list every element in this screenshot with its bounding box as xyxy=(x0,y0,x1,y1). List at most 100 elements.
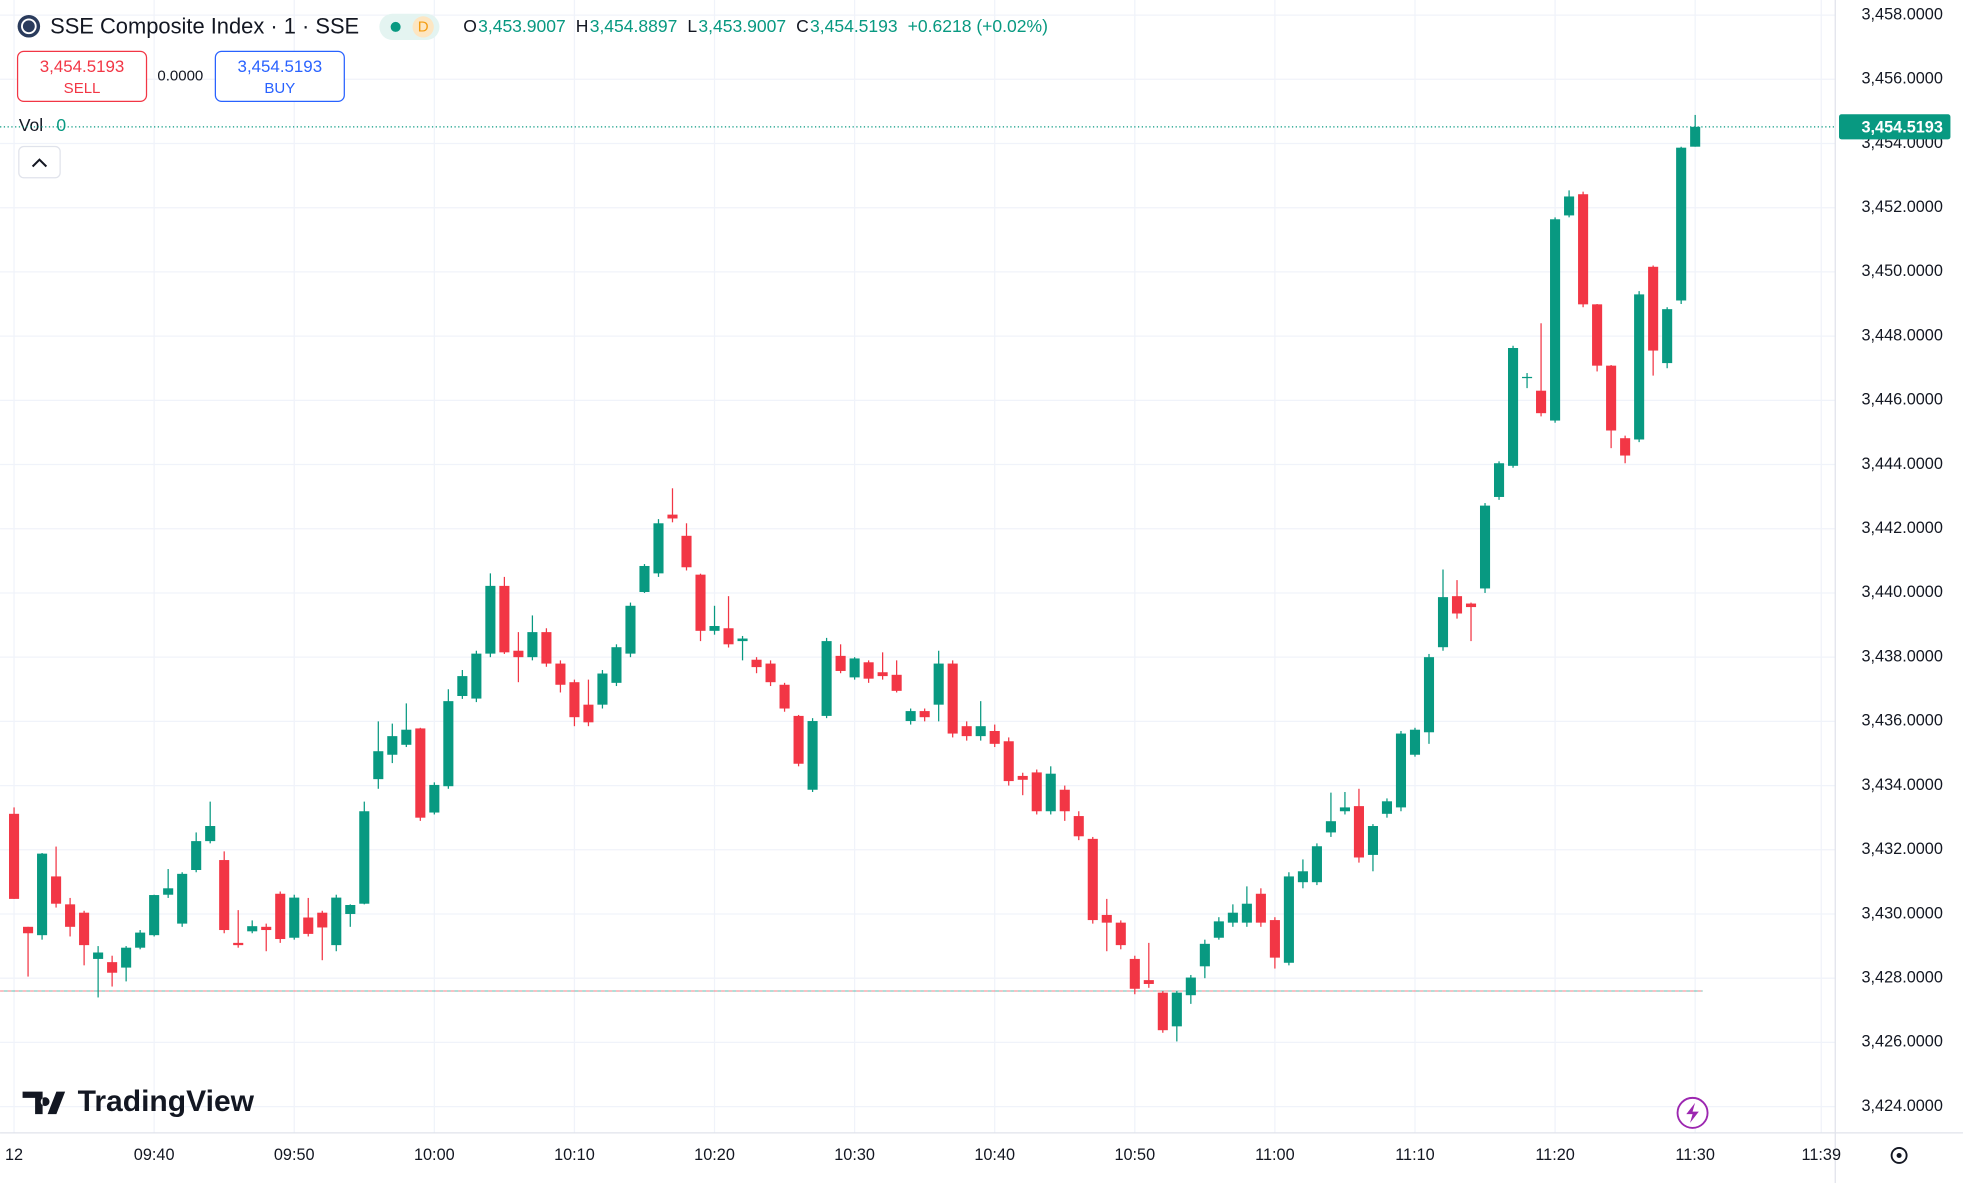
grid-layer xyxy=(0,0,1836,1133)
candle-body xyxy=(1129,958,1140,989)
x-tick-label: 11:20 xyxy=(1535,1146,1575,1164)
candle-body xyxy=(1437,597,1449,648)
candle-body xyxy=(387,736,398,755)
candle-body xyxy=(9,813,20,899)
candle-body xyxy=(1564,196,1575,216)
candle-body xyxy=(1087,838,1098,921)
candle-body xyxy=(1465,603,1477,608)
trade-panel: 3,454.5193 SELL 0.0000 3,454.5193 BUY xyxy=(16,50,345,103)
symbol-logo-ring xyxy=(21,18,37,35)
x-tick-label: 11:10 xyxy=(1395,1146,1435,1164)
settings-button[interactable] xyxy=(1890,1147,1908,1164)
candle-body xyxy=(1648,266,1659,351)
candle-body xyxy=(233,942,244,946)
candle-body xyxy=(639,565,650,592)
candle-body xyxy=(821,641,832,716)
candle-body xyxy=(1493,463,1505,497)
sell-button[interactable] xyxy=(16,50,148,103)
candle-body xyxy=(1073,816,1084,837)
candle-body xyxy=(1339,807,1350,812)
candle-body xyxy=(1367,826,1379,855)
candle-body xyxy=(23,926,34,934)
candle-body xyxy=(1423,657,1435,733)
ohlc-value: 3,454.8897 xyxy=(590,16,678,36)
candle-body xyxy=(443,701,454,787)
candle-body xyxy=(1522,376,1533,379)
candle-body xyxy=(177,873,188,924)
delay-badge xyxy=(412,16,434,38)
x-tick-label: 10:30 xyxy=(834,1146,875,1164)
candle-body xyxy=(275,893,286,940)
x-tick-label: 09:50 xyxy=(274,1146,315,1164)
candle-body xyxy=(331,897,342,946)
candle-body xyxy=(1255,893,1266,923)
ohlc-value: 3,453.9007 xyxy=(698,16,786,36)
candle-body xyxy=(1171,992,1182,1027)
sell-price: 3,454.5193 xyxy=(40,57,125,76)
x-tick-label: 10:40 xyxy=(974,1146,1015,1164)
candle-body xyxy=(317,912,328,928)
y-tick-label: 3,446.0000 xyxy=(1862,391,1943,409)
candle-body xyxy=(597,673,608,705)
buy-button[interactable] xyxy=(214,50,345,103)
candle-body xyxy=(303,917,314,934)
y-tick-label: 3,434.0000 xyxy=(1862,776,1943,794)
candle-body xyxy=(919,711,930,718)
y-tick-label: 3,432.0000 xyxy=(1862,840,1943,858)
candle-body xyxy=(163,888,174,895)
x-tick-label: 11:39 xyxy=(1802,1146,1842,1164)
candle-body xyxy=(835,655,846,671)
x-tick-label: 10:50 xyxy=(1114,1146,1155,1164)
candle-body xyxy=(1395,733,1407,808)
candle-body xyxy=(1199,943,1210,967)
candle-body xyxy=(107,962,118,973)
candle-body xyxy=(1409,729,1421,755)
x-tick-label: 10:10 xyxy=(554,1146,595,1164)
candle-body xyxy=(1059,789,1070,812)
candle-body xyxy=(499,585,510,653)
y-tick-label: 3,436.0000 xyxy=(1862,712,1943,730)
candle-body xyxy=(401,729,412,745)
collapse-button[interactable] xyxy=(18,145,61,179)
candle-body xyxy=(1676,147,1687,301)
candle-body xyxy=(289,897,300,938)
candle-body xyxy=(1003,741,1014,782)
y-tick-label: 3,440.0000 xyxy=(1862,583,1943,601)
candle-body xyxy=(765,663,776,683)
y-tick-label: 3,456.0000 xyxy=(1862,70,1943,88)
candle-body xyxy=(863,662,874,679)
candle-body xyxy=(1283,876,1294,963)
axis-layer: 3,424.0000 3,426.0000 3,428.0000 3,430.0000… xyxy=(5,5,1943,1163)
candle-body xyxy=(247,926,258,932)
symbol-logo xyxy=(17,15,41,38)
candle-body xyxy=(1592,304,1603,366)
ohlc-value: 3,453.9007 xyxy=(478,16,566,36)
candle-body xyxy=(961,726,972,737)
candle-body xyxy=(849,658,860,678)
candle-body xyxy=(1185,977,1196,996)
candle-body xyxy=(1606,365,1617,431)
candle-body xyxy=(1634,294,1645,440)
symbol-title[interactable]: SSE Composite Index · 1 · SSE xyxy=(50,13,359,38)
candle-body xyxy=(653,523,664,574)
candle-body xyxy=(1662,309,1673,364)
candle-body xyxy=(1620,438,1631,456)
candle-body xyxy=(457,676,468,696)
candle-body xyxy=(975,726,986,737)
candle-body xyxy=(359,811,370,904)
candle-body xyxy=(933,663,944,705)
candle-body xyxy=(1101,914,1112,923)
candle-body xyxy=(37,853,48,936)
candle-body xyxy=(779,684,790,709)
y-tick-label: 3,428.0000 xyxy=(1862,968,1943,986)
buy-label: BUY xyxy=(264,80,295,97)
candle-body xyxy=(583,704,594,723)
candle-body xyxy=(1045,773,1056,812)
market-status-dot xyxy=(390,21,401,32)
volume-legend: Vol 0 xyxy=(19,115,67,135)
candle-body xyxy=(373,751,384,780)
candle-body xyxy=(737,638,748,642)
candle-body xyxy=(1017,775,1028,780)
